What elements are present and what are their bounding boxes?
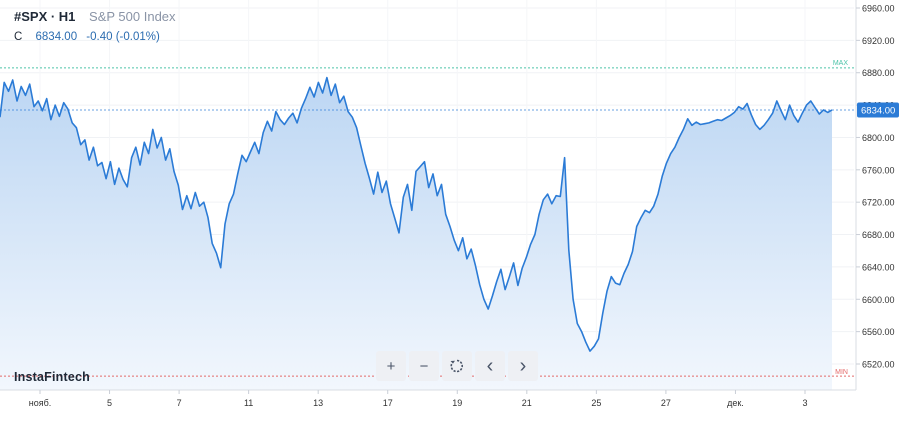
minus-icon: − (419, 357, 429, 375)
y-tick-label: 6920.00 (862, 36, 895, 46)
close-label: C (14, 31, 23, 43)
x-tick-label: 7 (177, 398, 182, 408)
instrument-description: S&P 500 Index (89, 9, 176, 24)
x-tick-label: дек. (727, 398, 744, 408)
x-tick-label: 19 (452, 398, 462, 408)
x-tick-label: 25 (591, 398, 601, 408)
chevron-right-icon: › (519, 355, 527, 377)
max-label: MAX (833, 60, 849, 67)
series-line (0, 76, 833, 352)
y-tick-label: 6560.00 (862, 327, 895, 337)
zoom-in-button[interactable]: + (376, 351, 406, 381)
x-tick-label: 17 (383, 398, 393, 408)
chart-toolbar: + − ‹ › (376, 351, 538, 381)
y-tick-label: 6600.00 (862, 295, 895, 305)
x-tick-label: 5 (107, 398, 112, 408)
last-price-tag-bg (857, 102, 899, 118)
y-tick-label: 6680.00 (862, 230, 895, 240)
chart-header: #SPX · H1 S&P 500 Index (14, 9, 176, 24)
series-area (0, 77, 832, 390)
symbol-label: #SPX · H1 (14, 9, 76, 24)
x-axis: нояб. 5 7 11 13 17 19 21 25 27 дек. 3 (0, 389, 856, 408)
y-tick-label: 6760.00 (862, 165, 895, 175)
x-tick-label: 3 (802, 398, 807, 408)
chevron-left-icon: ‹ (486, 355, 494, 377)
last-price-tag: 6834.00 (857, 102, 899, 118)
zoom-out-button[interactable]: − (409, 351, 439, 381)
last-price-tag-text: 6834.00 (861, 105, 895, 116)
y-tick-label: 6960.00 (862, 4, 895, 14)
y-tick-label: 6880.00 (862, 68, 895, 78)
quote-line: C 6834.00 -0.40 (-0.01%) (14, 31, 160, 43)
x-tick-label: 13 (313, 398, 323, 408)
brand-logo: InstaFintech (14, 370, 91, 384)
reset-icon (450, 359, 463, 373)
reset-button[interactable] (442, 351, 472, 381)
plus-icon: + (386, 357, 396, 375)
y-tick-label: 6720.00 (862, 198, 895, 208)
x-tick-label: 21 (522, 398, 532, 408)
y-tick-label: 6520.00 (862, 360, 895, 370)
min-label: MIN (835, 369, 848, 376)
scroll-left-button[interactable]: ‹ (475, 351, 505, 381)
x-tick-label: 27 (661, 398, 671, 408)
scroll-right-button[interactable]: › (508, 351, 538, 381)
close-value: 6834.00 (35, 31, 78, 43)
x-tick-label: 11 (244, 398, 253, 408)
y-axis: 6960.006920.006880.006840.006800.006760.… (855, 0, 895, 390)
x-tick-label: нояб. (29, 398, 52, 408)
y-tick-label: 6640.00 (862, 262, 895, 272)
y-tick-label: 6800.00 (862, 133, 895, 143)
change-value: -0.40 (-0.01%) (86, 31, 160, 43)
